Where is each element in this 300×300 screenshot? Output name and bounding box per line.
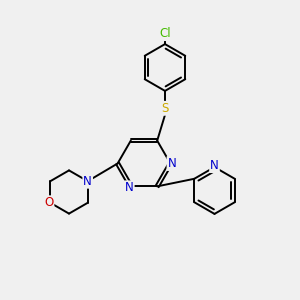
Text: N: N [167, 157, 176, 170]
Text: N: N [83, 175, 92, 188]
Text: N: N [210, 159, 219, 172]
Text: N: N [125, 182, 134, 194]
Text: S: S [161, 102, 169, 115]
Text: Cl: Cl [159, 27, 171, 40]
Text: O: O [44, 196, 53, 209]
